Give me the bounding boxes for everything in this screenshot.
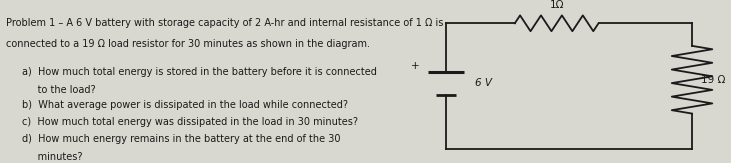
Text: b)  What average power is dissipated in the load while connected?: b) What average power is dissipated in t… bbox=[23, 100, 349, 110]
Text: +: + bbox=[411, 61, 419, 71]
Text: a)  How much total energy is stored in the battery before it is connected: a) How much total energy is stored in th… bbox=[23, 67, 377, 77]
Text: c)  How much total energy was dissipated in the load in 30 minutes?: c) How much total energy was dissipated … bbox=[23, 117, 358, 127]
Text: Problem 1 – A 6 V battery with storage capacity of 2 A-hr and internal resistanc: Problem 1 – A 6 V battery with storage c… bbox=[7, 18, 444, 28]
Text: to the load?: to the load? bbox=[23, 85, 96, 95]
Text: 6 V: 6 V bbox=[475, 78, 492, 89]
Text: connected to a 19 Ω load resistor for 30 minutes as shown in the diagram.: connected to a 19 Ω load resistor for 30… bbox=[7, 39, 371, 49]
Text: 1Ω: 1Ω bbox=[550, 0, 564, 10]
Text: minutes?: minutes? bbox=[23, 152, 83, 162]
Text: d)  How much energy remains in the battery at the end of the 30: d) How much energy remains in the batter… bbox=[23, 134, 341, 144]
Text: 19 Ω: 19 Ω bbox=[701, 75, 725, 85]
